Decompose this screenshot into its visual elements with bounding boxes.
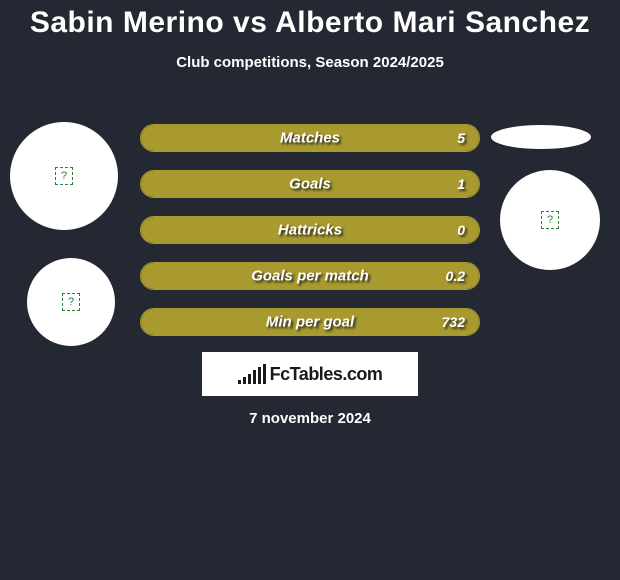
player-avatar-left-2: ? [27,258,115,346]
stat-label: Matches [141,130,479,147]
stat-row-goals-per-match: Goals per match 0.2 [140,262,480,290]
brand-chart-icon [238,364,266,384]
decorative-ellipse [491,125,591,149]
image-placeholder-icon: ? [55,167,73,185]
player-avatar-right: ? [500,170,600,270]
stat-label: Goals [141,176,479,193]
stat-value: 1 [457,176,465,192]
stats-panel: Matches 5 Goals 1 Hattricks 0 Goals per … [140,124,480,354]
stat-value: 0.2 [446,268,465,284]
stat-row-goals: Goals 1 [140,170,480,198]
image-placeholder-icon: ? [62,293,80,311]
stat-value: 732 [442,314,465,330]
page-title: Sabin Merino vs Alberto Mari Sanchez [0,0,620,40]
stat-row-matches: Matches 5 [140,124,480,152]
stat-row-hattricks: Hattricks 0 [140,216,480,244]
image-placeholder-icon: ? [541,211,559,229]
stat-row-min-per-goal: Min per goal 732 [140,308,480,336]
snapshot-date: 7 november 2024 [0,410,620,427]
stat-label: Goals per match [141,268,479,285]
stat-label: Hattricks [141,222,479,239]
brand-badge: FcTables.com [202,352,418,396]
player-avatar-left-1: ? [10,122,118,230]
brand-text: FcTables.com [270,364,383,385]
stat-label: Min per goal [141,314,479,331]
stat-value: 0 [457,222,465,238]
subtitle: Club competitions, Season 2024/2025 [0,54,620,71]
stat-value: 5 [457,130,465,146]
